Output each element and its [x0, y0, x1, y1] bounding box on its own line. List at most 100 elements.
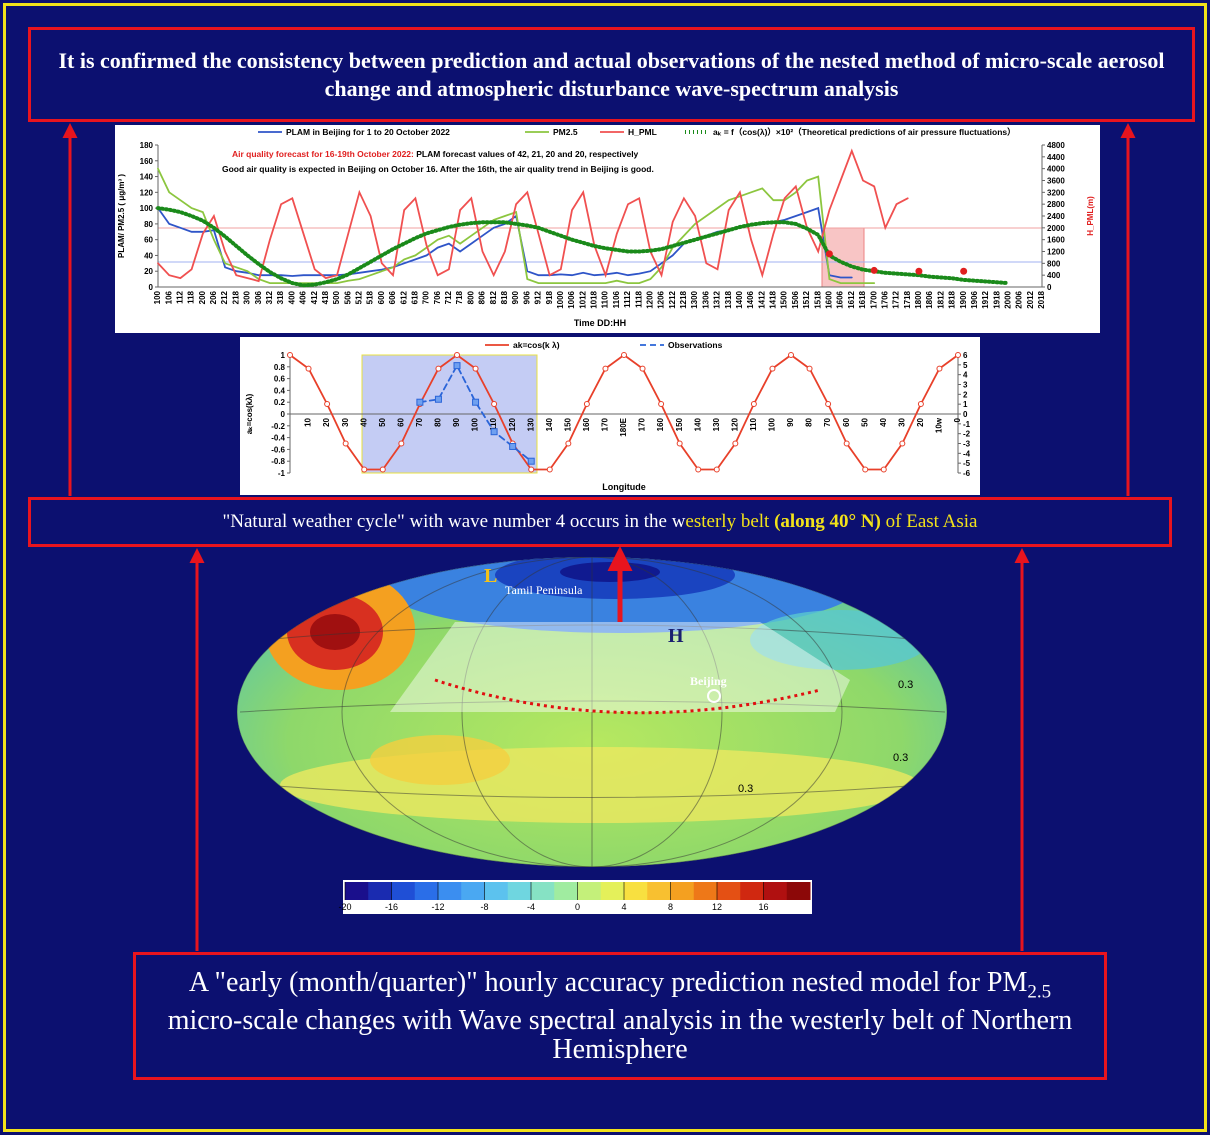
- colorbar-cell: [671, 882, 695, 900]
- point: [881, 467, 886, 472]
- x-axis-label: Longitude: [602, 482, 646, 492]
- x-tick-label: 130: [526, 417, 535, 431]
- y-tick-label: 20: [144, 267, 153, 276]
- x-tick-label: 612: [399, 290, 408, 304]
- annotation: Air quality forecast for 16-19th October…: [232, 149, 639, 159]
- mid-text: "Natural weather cycle" with wave number…: [223, 511, 978, 533]
- point: [417, 399, 423, 405]
- y-tick-label: 0.2: [274, 398, 286, 407]
- y2-tick-label: -4: [963, 449, 971, 458]
- point: [399, 441, 404, 446]
- x-tick-label: 500: [332, 290, 341, 304]
- point: [677, 441, 682, 446]
- colorbar-label: -8: [480, 902, 488, 912]
- x-tick-label: 1612: [847, 290, 856, 308]
- y-tick-label: 0.4: [274, 386, 286, 395]
- x-tick-label: 706: [433, 290, 442, 304]
- x-tick-label: 300: [243, 290, 252, 304]
- point: [306, 366, 311, 371]
- x-tick-label: 112: [175, 290, 184, 303]
- y2-tick-label: -2: [963, 430, 971, 439]
- x-tick-label: 2000: [1004, 290, 1013, 308]
- x-tick-label: 518: [366, 290, 375, 304]
- colorbar-cell: [787, 882, 811, 900]
- point: [807, 366, 812, 371]
- mid-box: "Natural weather cycle" with wave number…: [28, 497, 1172, 547]
- x-tick-label: 1506: [791, 290, 800, 308]
- y2-tick-label: 4800: [1047, 141, 1065, 150]
- x-tick-label: 1712: [892, 290, 901, 308]
- text: of East Asia: [881, 511, 978, 532]
- x-tick-label: 50: [378, 417, 387, 426]
- x-tick-label: 1406: [746, 290, 755, 308]
- x-tick-label: 40: [359, 417, 368, 426]
- y2-tick-label: 2: [963, 390, 968, 399]
- x-tick-label: 90: [786, 417, 795, 426]
- x-tick-label: 1300: [690, 290, 699, 308]
- x-tick-label: 1218: [679, 290, 688, 308]
- x-tick-label: 212: [220, 290, 229, 304]
- x-tick-label: 1812: [936, 290, 945, 308]
- x-tick-label: 130: [712, 417, 721, 431]
- y2-tick-label: 6: [963, 351, 968, 360]
- x-tick-label: 1118: [634, 290, 643, 307]
- y2-tick-label: 4: [963, 371, 968, 380]
- x-tick-label: 50: [860, 417, 869, 426]
- x-tick-label: 10: [304, 417, 313, 426]
- x-tick-label: 1006: [567, 290, 576, 308]
- x-tick-label: 600: [377, 290, 386, 304]
- x-tick-label: 1500: [780, 290, 789, 308]
- y-tick-label: -0.2: [271, 422, 285, 431]
- x-tick-label: 1012: [578, 290, 587, 308]
- x-tick-label: 1306: [701, 290, 710, 308]
- y2-tick-label: 3200: [1047, 188, 1065, 197]
- point: [584, 401, 589, 406]
- y2-tick-label: 3600: [1047, 177, 1065, 186]
- x-tick-label: 100: [153, 290, 162, 304]
- point: [325, 401, 330, 406]
- y-tick-label: 0: [149, 283, 154, 292]
- x-tick-label: 312: [265, 290, 274, 304]
- point: [288, 353, 293, 358]
- y-tick-label: 0.6: [274, 375, 286, 384]
- x-tick-label: 1000: [556, 290, 565, 308]
- annotation-part: PLAM forecast values of 42, 21, 20 and 2…: [414, 149, 639, 159]
- x-tick-label: 80: [805, 417, 814, 426]
- x-tick-label: 200: [198, 290, 207, 304]
- text: A "early (month/quarter)" hourly accurac…: [189, 967, 1027, 998]
- x-tick-label: 160: [656, 417, 665, 431]
- x-tick-label: 1700: [869, 290, 878, 308]
- legend-label: ak=cos(k λ): [513, 340, 560, 350]
- map-label: L: [484, 565, 497, 587]
- point: [362, 467, 367, 472]
- x-tick-label: 900: [511, 290, 520, 304]
- point: [435, 396, 441, 402]
- point: [492, 401, 497, 406]
- y-tick-label: 100: [140, 204, 154, 213]
- text: (along 40° N): [774, 511, 881, 532]
- chart-bg: [240, 337, 980, 495]
- y-tick-label: 180: [140, 141, 154, 150]
- colorbar-label: 4: [621, 902, 626, 912]
- point: [751, 401, 756, 406]
- map-label: Beijing: [690, 674, 727, 688]
- x-tick-label: 2006: [1015, 290, 1024, 308]
- x-tick-label: 1212: [668, 290, 677, 308]
- colorbar-label: 8: [668, 902, 673, 912]
- colorbar-label: 0: [575, 902, 580, 912]
- colorbar-cell: [578, 882, 602, 900]
- x-tick-label: 30: [341, 417, 350, 426]
- x-tick-label: 406: [299, 290, 308, 304]
- x-tick-label: 170: [638, 417, 647, 431]
- chart: 0204060801001201401601800400800120016002…: [115, 125, 1100, 333]
- y-tick-label: 60: [144, 236, 153, 245]
- point: [918, 401, 923, 406]
- point: [473, 399, 479, 405]
- text: esterly belt: [685, 511, 774, 532]
- x-tick-label: 718: [455, 290, 464, 304]
- point: [956, 353, 961, 358]
- x-tick-label: 100: [471, 417, 480, 431]
- point: [789, 353, 794, 358]
- colorbar-cell: [717, 882, 741, 900]
- x-tick-label: 800: [466, 290, 475, 304]
